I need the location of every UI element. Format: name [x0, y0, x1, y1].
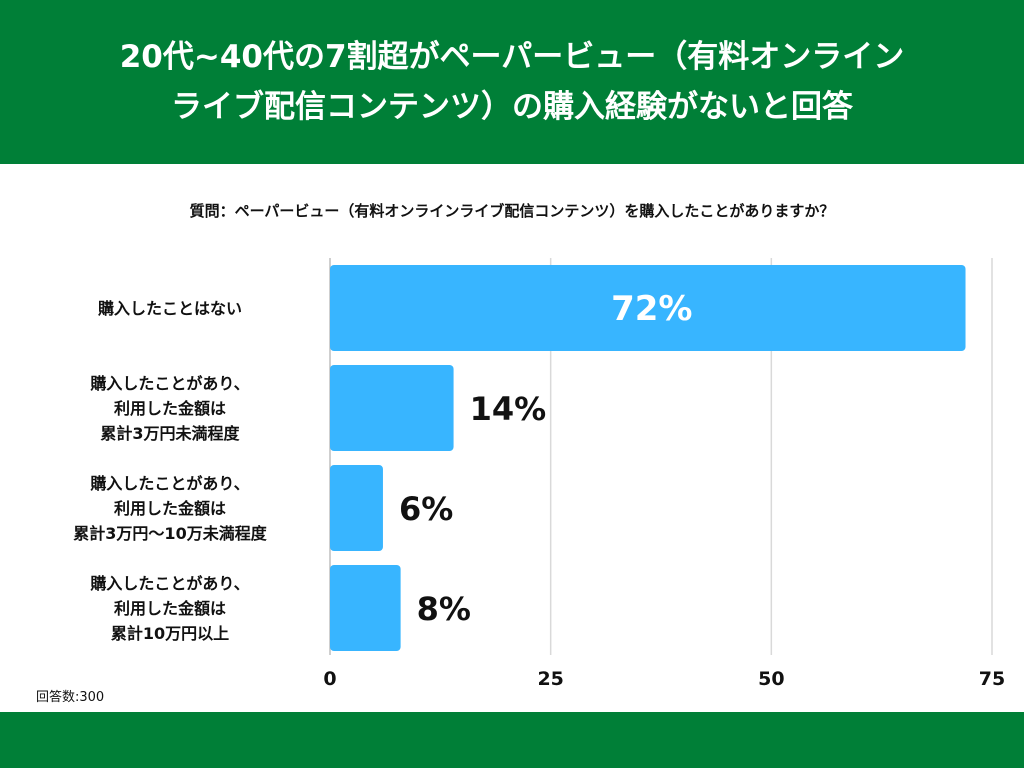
category-label: 購入したことはない: [97, 299, 242, 318]
x-tick-label: 50: [758, 668, 784, 690]
x-tick-label: 25: [537, 668, 563, 690]
title-line-1: 20代~40代の7割超がペーパービュー（有料オンライン: [119, 39, 905, 75]
category-label: 利用した金額は: [114, 399, 226, 418]
category-label: 累計10万円以上: [111, 624, 229, 643]
category-label: 累計3万円〜10万未満程度: [73, 524, 267, 543]
category-label: 利用した金額は: [114, 499, 226, 518]
category-label: 購入したことがあり、: [89, 374, 249, 393]
bar: [330, 365, 454, 451]
data-label: 8%: [417, 590, 471, 628]
survey-question: 質問：ペーパービュー（有料オンラインライブ配信コンテンツ）を購入したことがありま…: [189, 202, 835, 220]
header-banner: 20代~40代の7割超がペーパービュー（有料オンライン ライブ配信コンテンツ）の…: [0, 0, 1024, 164]
category-label: 累計3万円未満程度: [100, 424, 240, 443]
x-tick-label: 75: [979, 668, 1005, 690]
data-label: 14%: [470, 390, 547, 428]
bar: [330, 565, 401, 651]
bar: [330, 265, 966, 351]
bar: [330, 465, 383, 551]
title-line-2: ライブ配信コンテンツ）の購入経験がないと回答: [171, 89, 853, 125]
category-label: 購入したことがあり、: [89, 474, 249, 493]
category-label: 購入したことがあり、: [89, 574, 249, 593]
bar-chart: 0 25 50 7572%購入したことはない14%購入したことがあり、利用した金額は累…: [73, 258, 1005, 690]
response-count: 回答数:300: [36, 690, 105, 705]
data-label: 72%: [611, 289, 692, 329]
data-label: 6%: [399, 490, 453, 528]
category-label: 利用した金額は: [114, 599, 226, 618]
footer-banner: [0, 712, 1024, 768]
x-tick-label: 0: [323, 668, 336, 690]
